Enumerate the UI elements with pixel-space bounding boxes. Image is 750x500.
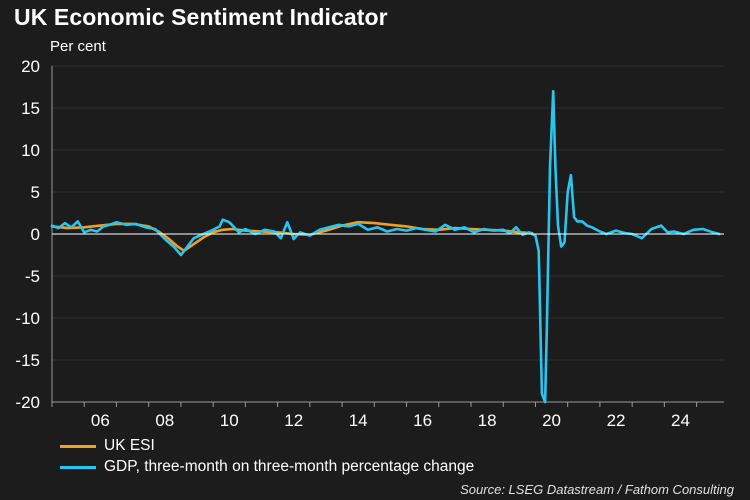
legend-item-gdp: GDP, three-month on three-month percenta…: [60, 457, 474, 477]
y-tick-label: -15: [15, 351, 40, 370]
x-tick-label: 16: [413, 411, 432, 430]
series-line-gdp: [50, 89, 721, 404]
legend-label-gdp: GDP, three-month on three-month percenta…: [104, 458, 475, 475]
x-tick-label: 12: [284, 411, 303, 430]
chart-title: UK Economic Sentiment Indicator: [14, 4, 388, 30]
x-tick-label: 08: [155, 411, 174, 430]
legend-label-esi: UK ESI: [104, 437, 155, 454]
y-tick-label: 5: [31, 183, 40, 202]
legend-swatch-gdp: [60, 465, 96, 469]
y-tick-label: 20: [21, 57, 40, 76]
y-tick-label: 15: [21, 99, 40, 118]
series-layer: [50, 89, 724, 404]
y-tick-label: -10: [15, 309, 40, 328]
y-tick-label: 0: [31, 225, 40, 244]
y-axis-unit-label: Per cent: [50, 38, 106, 55]
x-tick-label: 14: [349, 411, 368, 430]
x-tick-label: 10: [220, 411, 239, 430]
legend-swatch-esi: [60, 444, 96, 448]
source-note: Source: LSEG Datastream / Fathom Consult…: [460, 482, 734, 497]
x-tick-label: 24: [671, 411, 690, 430]
y-tick-label: 10: [21, 141, 40, 160]
axis-layer: [51, 66, 724, 407]
y-tick-label: -5: [25, 267, 40, 286]
legend-item-esi: UK ESI: [60, 436, 155, 456]
y-tick-label: -20: [15, 393, 40, 412]
x-tick-label: 06: [91, 411, 110, 430]
tick-label-layer: 20 15 10 5 0 -5 -10 -15 -20 06 08 10 12 14 16 18 20 22 24: [15, 57, 690, 430]
line-chart: 20 15 10 5 0 -5 -10 -15 -20 06 08 10 12 14 16 18 20 22 24: [15, 57, 724, 430]
x-tick-label: 22: [607, 411, 626, 430]
x-tick-label: 18: [478, 411, 497, 430]
x-tick-label: 20: [542, 411, 561, 430]
